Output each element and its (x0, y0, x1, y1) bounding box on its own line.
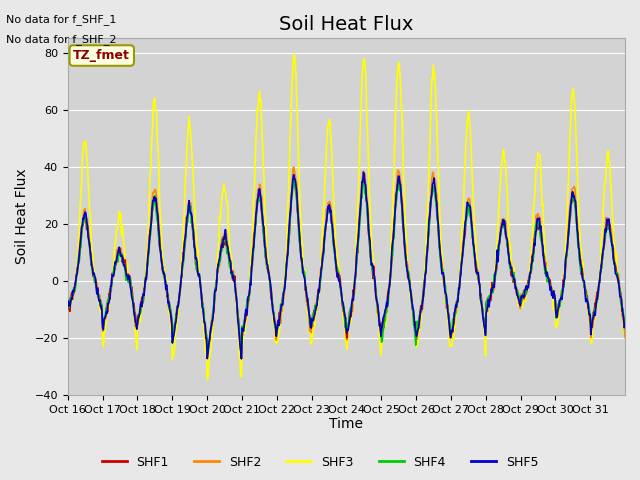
SHF2 (64, 309, 72, 314)
SHF3 (129, 307, 137, 312)
SHF4 (405, 275, 413, 280)
SHF5 (621, 322, 629, 327)
SHF1 (405, 276, 413, 282)
SHF5 (260, 224, 268, 230)
SHF2 (237, 356, 245, 361)
Y-axis label: Soil Heat Flux: Soil Heat Flux (15, 169, 29, 264)
SHF3 (290, 51, 298, 57)
SHF1 (232, 288, 239, 294)
SHF2 (260, 228, 268, 234)
SHF2 (232, 287, 239, 292)
SHF1 (291, 175, 298, 181)
SHF5 (436, 252, 444, 258)
SHF1 (129, 300, 137, 306)
SHF4 (232, 291, 239, 297)
SHF5 (405, 277, 413, 283)
Line: SHF5: SHF5 (68, 172, 625, 359)
SHF4 (436, 259, 444, 264)
SHF2 (436, 252, 444, 258)
Legend: SHF1, SHF2, SHF3, SHF4, SHF5: SHF1, SHF2, SHF3, SHF4, SHF5 (97, 451, 543, 474)
SHF2 (405, 274, 413, 280)
SHF4 (281, 283, 289, 289)
SHF2 (290, 164, 298, 170)
SHF1 (237, 356, 245, 361)
SHF5 (129, 300, 137, 306)
SHF4 (260, 238, 268, 243)
SHF5 (360, 169, 367, 175)
SHF3 (621, 330, 629, 336)
SHF1 (436, 254, 444, 260)
Line: SHF4: SHF4 (68, 179, 625, 354)
SHF5 (232, 289, 239, 295)
Line: SHF2: SHF2 (68, 167, 625, 359)
Title: Soil Heat Flux: Soil Heat Flux (279, 15, 413, 34)
SHF3 (204, 377, 211, 383)
SHF1 (64, 305, 72, 311)
SHF3 (436, 230, 444, 236)
SHF5 (237, 356, 245, 361)
SHF1 (281, 278, 289, 284)
SHF4 (237, 351, 245, 357)
SHF4 (129, 300, 137, 306)
Text: No data for f_SHF_2: No data for f_SHF_2 (6, 34, 117, 45)
Text: No data for f_SHF_1: No data for f_SHF_1 (6, 14, 116, 25)
SHF3 (281, 270, 289, 276)
SHF3 (405, 274, 413, 279)
SHF1 (260, 233, 268, 239)
SHF4 (64, 306, 72, 312)
SHF1 (621, 323, 629, 329)
SHF5 (64, 303, 72, 309)
SHF2 (621, 335, 629, 340)
SHF2 (129, 304, 137, 310)
SHF3 (232, 302, 240, 308)
SHF2 (281, 276, 289, 281)
X-axis label: Time: Time (330, 418, 364, 432)
SHF4 (621, 324, 629, 330)
Text: TZ_fmet: TZ_fmet (74, 49, 130, 62)
SHF3 (260, 173, 268, 179)
Line: SHF1: SHF1 (68, 178, 625, 359)
Line: SHF3: SHF3 (68, 54, 625, 380)
SHF4 (394, 176, 402, 181)
SHF5 (281, 283, 289, 289)
SHF3 (64, 310, 72, 316)
